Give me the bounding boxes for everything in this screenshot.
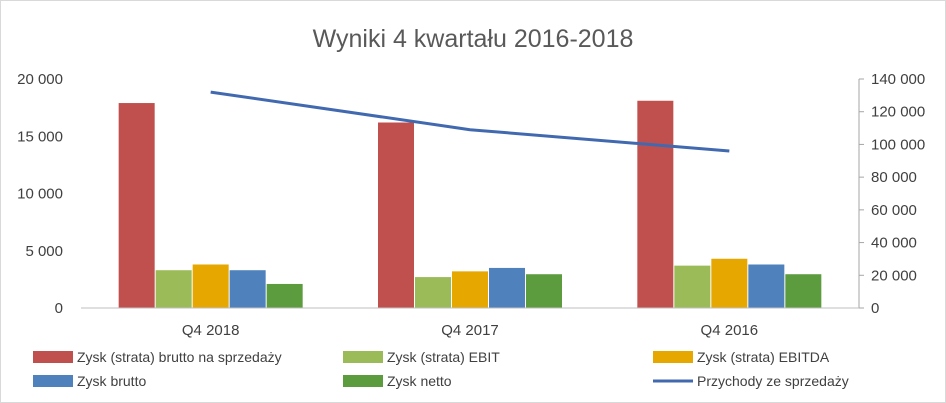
y2-tick-label: 20 000 <box>871 267 917 284</box>
legend-swatch <box>33 351 73 363</box>
line-series <box>210 90 730 153</box>
line-group <box>210 90 730 153</box>
bar <box>452 271 488 308</box>
bar-group <box>118 100 822 308</box>
y-axis-left: 0 5 000 10 000 15 000 20 000 <box>17 71 63 317</box>
legend-label: Przychody ze sprzedaży <box>697 373 849 389</box>
legend-swatch <box>343 351 383 363</box>
bar <box>415 277 451 308</box>
y2-tick-label: 100 000 <box>871 136 925 153</box>
y2-tick-label: 40 000 <box>871 235 917 252</box>
y-tick-label: 15 000 <box>17 128 63 145</box>
chart-title: Wyniki 4 kwartału 2016-2018 <box>313 25 634 53</box>
bar <box>785 274 822 308</box>
legend-swatch <box>343 375 383 387</box>
bar <box>192 264 229 308</box>
bar <box>711 258 748 308</box>
y2-tick-label: 140 000 <box>871 71 925 88</box>
y-tick-label: 20 000 <box>17 71 63 88</box>
bar <box>674 265 711 308</box>
legend-label: Zysk (strata) EBIT <box>387 349 500 365</box>
legend-label: Zysk (strata) brutto na sprzedaży <box>77 349 282 365</box>
legend-label: Zysk (strata) EBITDA <box>697 349 830 365</box>
x-tick-label: Q4 2016 <box>701 322 759 339</box>
y-tick-label: 10 000 <box>17 186 63 203</box>
bar <box>155 270 192 308</box>
bar <box>748 264 785 308</box>
bar <box>266 283 303 308</box>
bar <box>229 270 266 308</box>
legend-label: Zysk brutto <box>77 373 146 389</box>
y2-tick-label: 0 <box>871 300 879 317</box>
y-tick-label: 5 000 <box>25 243 63 260</box>
x-tick-label: Q4 2018 <box>182 322 240 339</box>
y2-tick-label: 80 000 <box>871 169 917 186</box>
y2-tick-label: 60 000 <box>871 202 917 219</box>
bar <box>378 122 414 308</box>
y-axis-right: 0 20 000 40 000 60 000 80 000 100 000 120 000 1… <box>858 71 925 317</box>
legend-swatch <box>653 351 693 363</box>
legend: Zysk (strata) brutto na sprzedaży Zysk (s… <box>33 349 849 389</box>
y2-tick-label: 120 000 <box>871 104 925 121</box>
legend-label: Zysk netto <box>387 373 452 389</box>
y-tick-label: 0 <box>55 300 63 317</box>
x-axis: Q4 2018 Q4 2017 Q4 2016 <box>81 307 859 339</box>
bar <box>489 267 525 308</box>
x-tick-label: Q4 2017 <box>441 322 499 339</box>
legend-swatch <box>33 375 73 387</box>
bar <box>526 274 562 308</box>
bar <box>637 100 674 308</box>
bar <box>118 103 155 308</box>
